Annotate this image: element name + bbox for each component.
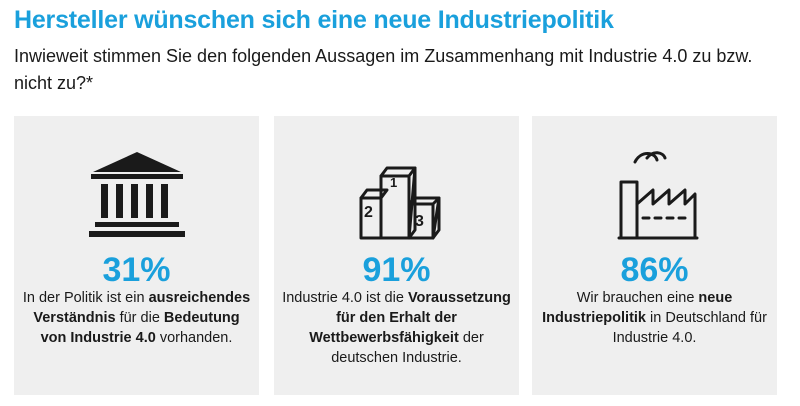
- factory-icon: [532, 142, 777, 242]
- description-bold-text: ausreichendes Verständnis: [33, 290, 251, 326]
- stat-value: 86%: [620, 251, 689, 289]
- description-text: vorhanden.: [155, 330, 233, 346]
- podium-icon: 1 2 3: [274, 142, 519, 242]
- description-text: für die: [115, 310, 164, 326]
- description-text: der deutschen Industrie.: [331, 330, 484, 366]
- page-title: Hersteller wünschen sich eine neue Indus…: [14, 6, 614, 34]
- description-text: Industrie 4.0 ist die: [282, 290, 408, 306]
- description-bold-text: Voraussetzung für den Erhalt der Wettbew…: [309, 290, 511, 346]
- stat-card-politik: 31% In der Politik ist ein ausreichendes…: [14, 116, 259, 395]
- description-text: Wir brauchen eine: [576, 290, 699, 306]
- podium-label-third: 3: [415, 213, 424, 230]
- government-building-icon: [14, 142, 259, 242]
- description-bold-text: Bedeutung von Industrie 4.0: [40, 310, 240, 346]
- podium-label-second: 2: [364, 204, 373, 221]
- stat-description: In der Politik ist ein ausreichendes Ver…: [22, 288, 251, 348]
- description-bold-text: neue Industriepolitik: [542, 290, 733, 326]
- podium-label-first: 1: [390, 175, 397, 190]
- stat-description: Industrie 4.0 ist die Voraussetzung für …: [282, 288, 511, 368]
- stat-value: 31%: [102, 251, 171, 289]
- stat-card-industriepolitik: 86% Wir brauchen eine neue Industriepoli…: [532, 116, 777, 395]
- stat-description: Wir brauchen eine neue Industriepolitik …: [540, 288, 769, 348]
- description-text: in Deutschland für Industrie 4.0.: [612, 310, 767, 346]
- stat-card-wettbewerb: 1 2 3 91% Industrie 4.0 ist die Vorausse…: [274, 116, 519, 395]
- stat-value: 91%: [362, 251, 431, 289]
- subtitle-question: Inwieweit stimmen Sie den folgenden Auss…: [14, 46, 753, 93]
- description-text: In der Politik ist ein: [22, 290, 149, 306]
